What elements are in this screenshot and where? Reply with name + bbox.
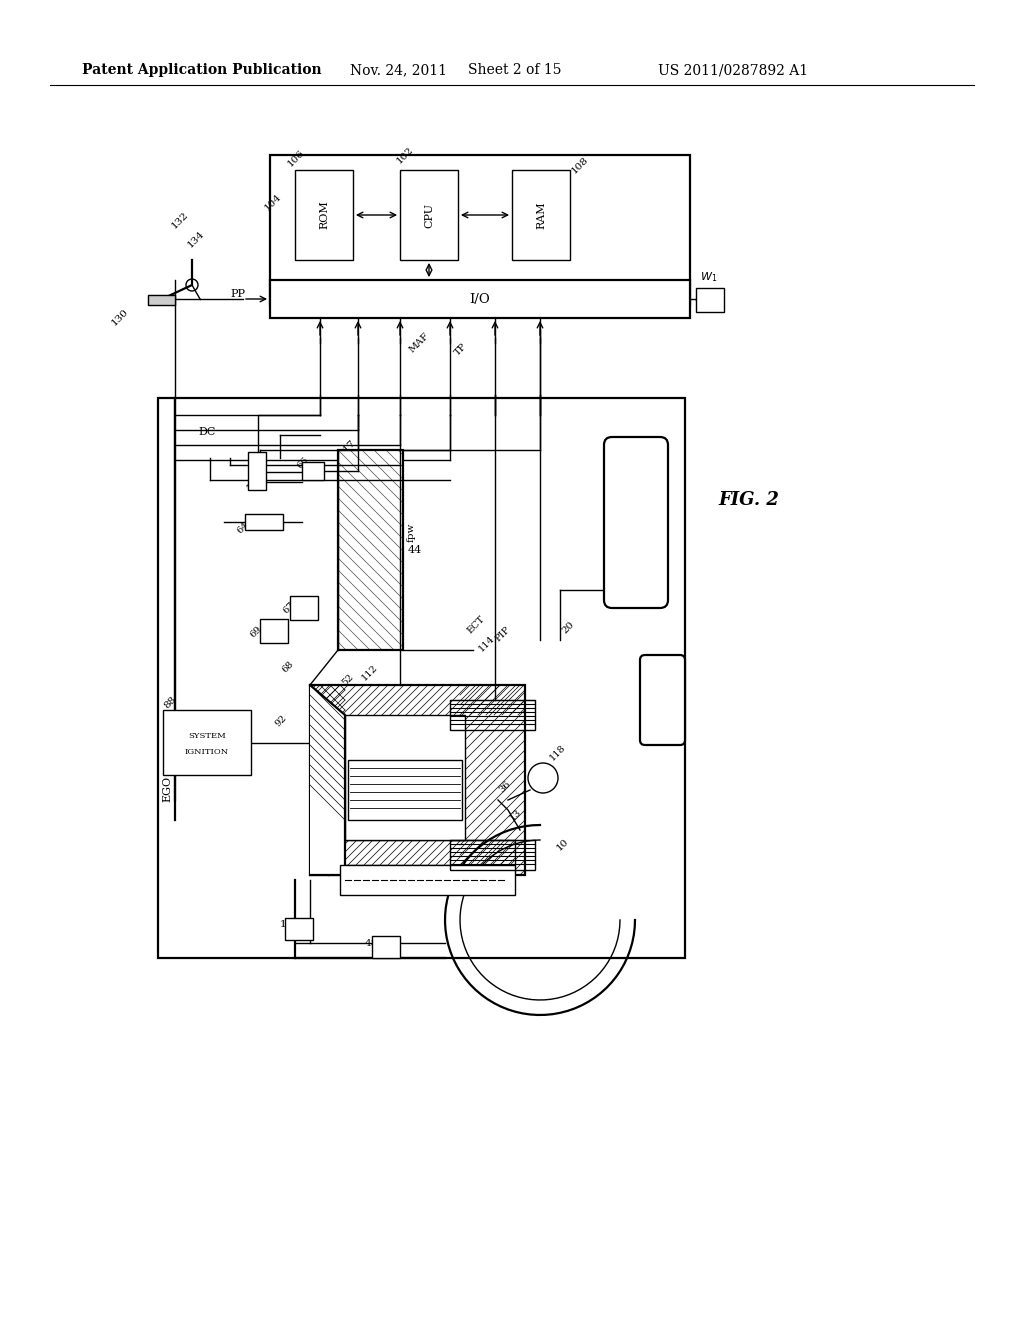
Text: 69: 69 — [248, 624, 263, 639]
Text: 130: 130 — [110, 306, 130, 327]
Bar — [372, 936, 400, 958]
Text: 36: 36 — [497, 779, 512, 795]
Text: 54: 54 — [323, 863, 338, 878]
Text: 67: 67 — [281, 599, 296, 615]
Polygon shape — [148, 294, 175, 305]
Polygon shape — [310, 685, 345, 875]
Text: CPU: CPU — [424, 202, 434, 227]
Text: 32: 32 — [400, 863, 415, 878]
Text: 10: 10 — [555, 837, 570, 851]
Bar — [148, 294, 175, 305]
Text: PP: PP — [230, 289, 245, 300]
Text: ECT: ECT — [465, 614, 486, 635]
Text: EGO: EGO — [162, 776, 172, 803]
Text: 104: 104 — [263, 191, 284, 213]
Text: 108: 108 — [570, 154, 591, 176]
Text: PIP: PIP — [493, 624, 512, 643]
Bar — [345, 715, 465, 840]
Text: 88: 88 — [162, 694, 178, 710]
Text: Sheet 2 of 15: Sheet 2 of 15 — [468, 63, 561, 77]
Bar — [340, 840, 515, 865]
Bar — [260, 619, 288, 643]
Bar — [270, 280, 690, 318]
Text: 52: 52 — [340, 672, 355, 686]
Bar — [295, 170, 353, 260]
Text: I/O: I/O — [470, 293, 490, 305]
Text: 68: 68 — [280, 659, 295, 675]
Text: $W_1$: $W_1$ — [700, 271, 717, 284]
Text: 110: 110 — [245, 473, 264, 492]
Text: FIG. 2: FIG. 2 — [718, 491, 779, 510]
Text: 66: 66 — [295, 455, 310, 470]
Text: 92: 92 — [273, 713, 288, 729]
Bar — [400, 170, 458, 260]
Text: 112: 112 — [360, 663, 380, 682]
Text: 20: 20 — [560, 619, 575, 635]
Text: 132: 132 — [170, 210, 190, 230]
Text: 64: 64 — [234, 520, 250, 535]
Text: SYSTEM: SYSTEM — [188, 731, 226, 739]
Bar — [512, 170, 570, 260]
Bar — [450, 700, 535, 730]
Bar — [340, 865, 515, 895]
FancyBboxPatch shape — [604, 437, 668, 609]
Bar — [285, 917, 313, 940]
Bar — [450, 840, 535, 870]
Text: MAF: MAF — [408, 331, 431, 354]
Bar — [338, 450, 403, 649]
Bar — [290, 597, 318, 620]
Text: 114: 114 — [477, 634, 497, 653]
Bar — [310, 685, 525, 875]
Bar — [163, 710, 251, 775]
Text: Nov. 24, 2011: Nov. 24, 2011 — [350, 63, 447, 77]
Bar — [158, 399, 685, 958]
Text: 44: 44 — [408, 545, 422, 554]
Text: 106: 106 — [286, 148, 306, 168]
Text: TP: TP — [453, 342, 469, 356]
Text: DC: DC — [198, 426, 215, 437]
Text: 134: 134 — [186, 228, 207, 249]
Text: US 2011/0287892 A1: US 2011/0287892 A1 — [658, 63, 808, 77]
Text: Patent Application Publication: Patent Application Publication — [82, 63, 322, 77]
Text: fpw: fpw — [407, 523, 416, 543]
Text: 16: 16 — [280, 920, 293, 929]
Text: IGNITION: IGNITION — [185, 747, 229, 755]
Bar — [348, 760, 462, 820]
Text: 102: 102 — [395, 145, 416, 165]
Text: 13: 13 — [508, 807, 523, 822]
Text: 117: 117 — [338, 437, 357, 457]
Bar — [248, 451, 266, 490]
Bar — [245, 513, 283, 531]
Bar — [302, 462, 324, 480]
Bar — [270, 154, 690, 305]
FancyBboxPatch shape — [640, 655, 685, 744]
Text: RAM: RAM — [536, 201, 546, 228]
Text: 118: 118 — [548, 742, 567, 762]
Text: ROM: ROM — [319, 201, 329, 230]
Text: 30: 30 — [358, 863, 373, 878]
Text: 48: 48 — [365, 939, 378, 948]
Bar — [696, 288, 724, 312]
